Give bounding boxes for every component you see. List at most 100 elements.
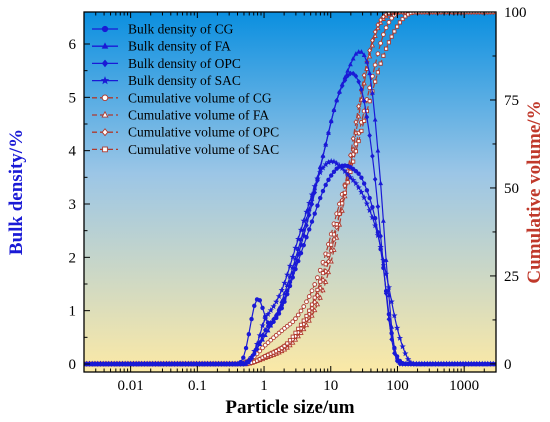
- data-point: [372, 116, 378, 122]
- data-point: [293, 261, 298, 267]
- data-point: [353, 168, 359, 174]
- data-point: [282, 343, 287, 349]
- legend-label: Cumulative volume of OPC: [128, 125, 279, 140]
- data-point: [378, 40, 383, 46]
- data-point: [260, 305, 265, 311]
- data-point: [318, 279, 323, 284]
- data-point: [315, 287, 320, 292]
- legend-item: Bulk density of OPC: [92, 56, 241, 71]
- data-point: [348, 169, 353, 174]
- data-point: [318, 195, 323, 201]
- data-point: [275, 293, 283, 300]
- data-point: [320, 287, 326, 293]
- data-point: [361, 181, 367, 186]
- data-point: [407, 359, 415, 366]
- data-point: [350, 176, 357, 183]
- data-point: [282, 296, 287, 302]
- data-point: [298, 242, 304, 248]
- data-point: [355, 184, 362, 191]
- data-point: [328, 158, 335, 165]
- data-point: [262, 342, 268, 348]
- data-point: [384, 46, 389, 51]
- data-point: [373, 79, 378, 84]
- data-point: [367, 99, 372, 104]
- data-point: [262, 315, 269, 322]
- data-point: [297, 226, 305, 233]
- legend-marker: [101, 59, 109, 68]
- data-point: [290, 319, 296, 325]
- data-point: [383, 290, 389, 297]
- y-axis-right: 0 25 50 75 100: [490, 5, 527, 373]
- data-point: [257, 298, 262, 303]
- legend-item: Bulk density of SAC: [92, 73, 241, 88]
- data-point: [367, 195, 372, 201]
- data-point: [295, 251, 301, 258]
- data-point: [248, 353, 255, 360]
- data-point: [361, 194, 368, 201]
- y-right-tick-label: 0: [504, 357, 512, 373]
- data-point: [326, 252, 331, 257]
- data-point: [350, 55, 356, 61]
- data-point: [342, 190, 347, 195]
- legend-marker: [101, 110, 109, 118]
- data-point: [392, 29, 397, 34]
- data-point: [370, 153, 375, 159]
- data-point: [345, 68, 351, 73]
- data-point: [356, 138, 361, 144]
- data-point: [364, 114, 370, 120]
- data-point: [359, 128, 364, 133]
- data-point: [396, 334, 404, 341]
- data-point: [348, 61, 353, 67]
- data-point: [377, 243, 384, 250]
- data-point: [347, 174, 354, 181]
- data-point: [367, 70, 373, 76]
- data-point: [334, 97, 339, 104]
- data-point: [386, 19, 392, 25]
- series-bulk-density-of-sac: [84, 158, 496, 367]
- data-point: [370, 205, 375, 210]
- data-point: [265, 323, 271, 329]
- data-point: [308, 191, 316, 198]
- data-point: [312, 295, 317, 300]
- data-point: [287, 338, 293, 343]
- y-left-tick-label: 3: [69, 197, 77, 213]
- data-point: [380, 218, 386, 223]
- data-point: [282, 290, 287, 296]
- data-point: [394, 358, 400, 364]
- data-point: [267, 307, 274, 314]
- data-point: [404, 355, 412, 362]
- data-point: [375, 147, 381, 153]
- data-point: [281, 279, 288, 286]
- plot-frame: [83, 11, 497, 373]
- y-left-tick-label: 2: [69, 250, 77, 266]
- data-point: [385, 284, 393, 291]
- data-point: [362, 118, 367, 123]
- legend-item: Bulk density of CG: [92, 22, 234, 37]
- data-point: [381, 32, 386, 37]
- data-point: [391, 312, 398, 319]
- data-point: [303, 208, 310, 215]
- data-point: [314, 175, 321, 182]
- data-point: [300, 217, 307, 224]
- data-point: [314, 301, 321, 307]
- data-point: [363, 200, 371, 207]
- data-point: [378, 61, 383, 66]
- data-point: [347, 152, 353, 159]
- data-point: [356, 113, 362, 119]
- data-point: [400, 16, 405, 22]
- x-tick-label: 0.1: [188, 378, 207, 394]
- y-left-tick-label: 5: [69, 90, 77, 106]
- legend-item: Cumulative volume of SAC: [92, 142, 279, 157]
- data-point: [336, 162, 343, 169]
- legend: Bulk density of CG Bulk density of FA Bulk…: [92, 22, 279, 157]
- data-point: [358, 188, 365, 195]
- y-left-tick-label: 0: [69, 357, 77, 373]
- data-point: [323, 262, 328, 267]
- data-point: [317, 169, 324, 176]
- data-point: [273, 298, 280, 305]
- data-point: [361, 98, 367, 104]
- data-point: [381, 53, 386, 58]
- data-point: [309, 219, 315, 224]
- data-point: [309, 302, 315, 307]
